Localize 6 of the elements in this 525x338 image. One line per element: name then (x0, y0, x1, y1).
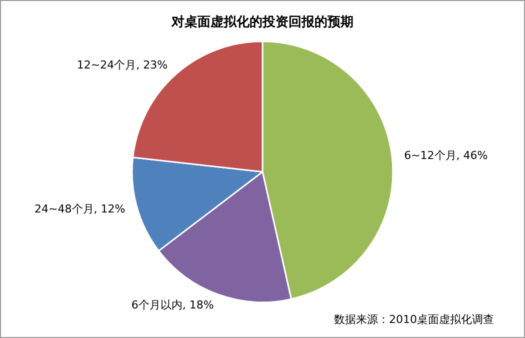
slice-label: 6个月以内, 18% (131, 298, 214, 312)
slice-label: 24~48个月, 12% (34, 202, 126, 216)
source-note: 数据来源：2010桌面虚拟化调查 (334, 312, 494, 327)
slice-label: 12~24个月, 23% (76, 58, 168, 72)
slice-label: 6~12个月, 46% (404, 148, 488, 162)
chart-title: 对桌面虚拟化的投资回报的预期 (170, 14, 354, 30)
